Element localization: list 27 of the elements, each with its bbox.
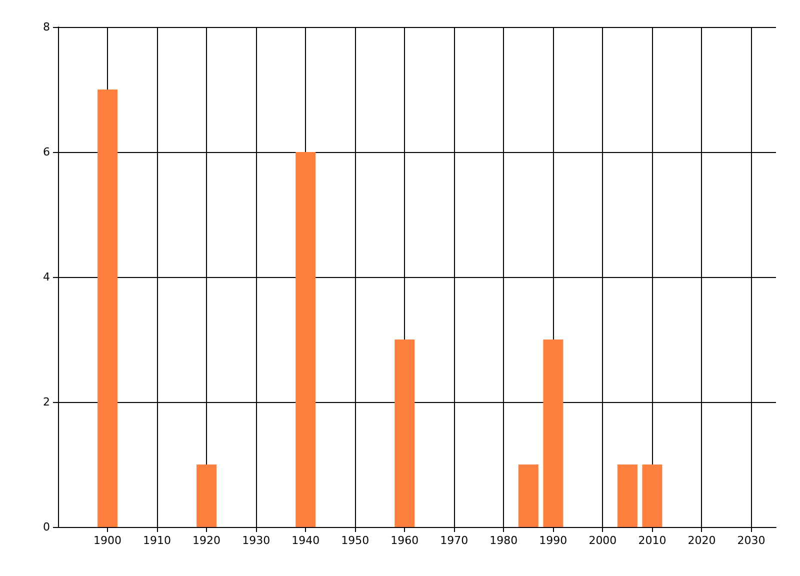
x-tick-label: 1910 xyxy=(143,534,172,547)
x-tick-label: 2000 xyxy=(588,534,617,547)
x-tick-label: 2030 xyxy=(737,534,766,547)
x-tick-label: 1980 xyxy=(490,534,518,547)
y-tick-label: 4 xyxy=(43,270,50,284)
x-tick-label: 1920 xyxy=(192,534,221,547)
y-tick-label: 0 xyxy=(43,520,50,534)
y-tick-label: 2 xyxy=(43,396,50,408)
x-tick-label: 1900 xyxy=(94,534,122,547)
bar xyxy=(617,464,638,527)
bar xyxy=(296,152,316,527)
x-tick-label: 1930 xyxy=(242,534,270,547)
bar xyxy=(394,340,415,527)
x-tick-label: 1960 xyxy=(390,534,419,547)
bar xyxy=(518,464,538,527)
x-tick-label: 1950 xyxy=(341,534,370,547)
bar xyxy=(196,464,217,527)
x-tick-label: 1970 xyxy=(440,534,468,547)
x-tick-label: 1990 xyxy=(539,534,568,547)
bar xyxy=(642,464,662,527)
x-tick-label: 2010 xyxy=(638,534,666,547)
bar xyxy=(543,340,564,527)
x-tick-label: 1940 xyxy=(292,534,320,547)
x-tick-label: 2020 xyxy=(688,534,716,547)
bar xyxy=(98,90,118,527)
y-tick-label: 6 xyxy=(43,146,50,158)
y-tick-label: 8 xyxy=(43,20,50,34)
